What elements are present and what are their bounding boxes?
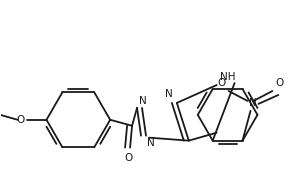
Text: O: O xyxy=(16,115,25,125)
Text: N: N xyxy=(248,98,256,108)
Text: N: N xyxy=(165,89,173,99)
Text: N: N xyxy=(147,138,155,148)
Text: O: O xyxy=(275,78,284,88)
Text: O: O xyxy=(217,78,226,88)
Text: NH: NH xyxy=(220,72,235,82)
Text: N: N xyxy=(139,96,147,106)
Text: O: O xyxy=(124,153,132,163)
